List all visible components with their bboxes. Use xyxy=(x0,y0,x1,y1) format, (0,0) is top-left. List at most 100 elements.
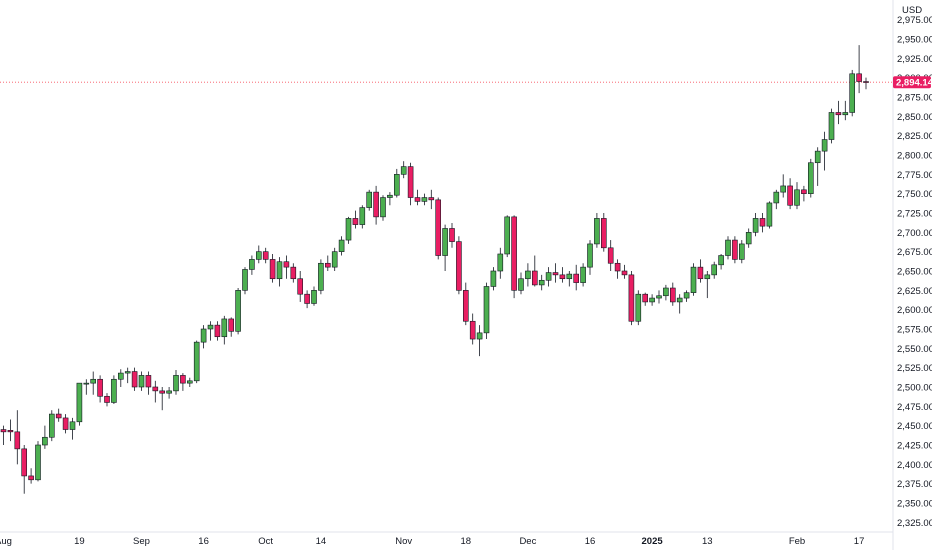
candle-body-down xyxy=(407,166,414,198)
candle xyxy=(69,417,76,440)
candle-body-up xyxy=(249,259,255,270)
price-axis-label: 2,950.000 xyxy=(897,35,932,46)
candle xyxy=(456,236,462,295)
price-axis-label: 2,725.000 xyxy=(897,209,932,220)
candle xyxy=(76,382,83,426)
time-axis-label: 16 xyxy=(585,536,596,547)
candle xyxy=(849,69,856,117)
candle-body-up xyxy=(814,150,821,164)
candle-body-up xyxy=(421,197,428,202)
candle-body-down xyxy=(97,378,103,397)
candle-body-down xyxy=(152,386,159,392)
candle xyxy=(145,371,152,395)
candle-body-up xyxy=(90,378,96,384)
candle-body-up xyxy=(111,378,117,403)
candle xyxy=(200,325,207,349)
candle-body-down xyxy=(469,320,476,340)
time-axis[interactable]: Aug 19 Sep 16 Oct 14 Nov 18 Dec 16 2025 13 Feb 17 xyxy=(0,531,893,547)
candle-body-up xyxy=(48,413,55,438)
price-axis[interactable]: USD 2,325.000 2,350.000 2,375.000 2,400.000… xyxy=(892,0,932,550)
candle xyxy=(104,393,110,407)
candle-body-up xyxy=(338,239,345,252)
candle-body-down xyxy=(55,413,62,419)
candle-body-down xyxy=(28,475,34,481)
candle xyxy=(649,294,655,306)
candle xyxy=(400,161,407,179)
price-axis-label: 2,975.000 xyxy=(897,15,932,26)
candle xyxy=(518,272,524,295)
candle-body-down xyxy=(511,216,517,291)
candle-body-down xyxy=(449,228,455,242)
candle xyxy=(187,377,193,387)
price-axis-label: 2,750.000 xyxy=(897,189,932,200)
candle xyxy=(573,264,580,291)
candle-body-down xyxy=(269,259,276,280)
candle xyxy=(545,267,552,287)
candle-body-down xyxy=(304,293,310,304)
candle-body-up xyxy=(442,228,448,256)
time-axis-label: 14 xyxy=(316,536,327,547)
time-axis-label: Oct xyxy=(258,536,273,547)
price-axis-label: 2,425.000 xyxy=(897,441,932,452)
candle xyxy=(835,100,842,125)
candle-body-up xyxy=(663,287,669,297)
candle-body-up xyxy=(594,218,600,245)
candle xyxy=(228,317,234,337)
candle xyxy=(801,185,807,202)
candle xyxy=(193,340,200,384)
candle-body-down xyxy=(21,448,28,477)
candle-body-up xyxy=(173,375,179,392)
candle xyxy=(387,192,393,206)
candle-body-up xyxy=(76,382,83,423)
candle xyxy=(297,271,304,302)
candle-body-up xyxy=(276,261,283,280)
candle xyxy=(55,408,62,422)
candle xyxy=(821,131,828,171)
price-axis-label: 2,650.000 xyxy=(897,267,932,278)
candle-body-up xyxy=(331,251,338,268)
candle-body-up xyxy=(221,318,228,338)
candle xyxy=(138,371,145,391)
candle-body-down xyxy=(559,274,566,280)
candle xyxy=(683,290,690,302)
candle-body-up xyxy=(476,332,483,340)
candle-body-down xyxy=(145,375,152,388)
candle-body-up xyxy=(83,382,90,385)
candle-body-down xyxy=(352,218,359,225)
candle xyxy=(738,240,745,264)
time-axis-label: 2025 xyxy=(642,536,664,547)
price-axis-label: 2,775.000 xyxy=(897,170,932,181)
candle xyxy=(635,290,642,326)
candle xyxy=(221,315,228,345)
candle-body-up xyxy=(580,266,586,283)
candle-body-up xyxy=(718,255,724,266)
candle-body-up xyxy=(255,251,262,260)
candle-body-up xyxy=(587,243,593,268)
candle xyxy=(759,213,766,233)
candle xyxy=(331,247,338,271)
candle xyxy=(62,414,69,434)
candle xyxy=(14,410,21,465)
candle-body-down xyxy=(732,239,738,260)
candle-body-down xyxy=(14,431,21,450)
price-axis-label: 2,825.000 xyxy=(897,131,932,142)
candle xyxy=(393,168,400,198)
candle xyxy=(449,223,455,248)
candle-body-down xyxy=(462,290,469,322)
time-axis-label: Dec xyxy=(519,536,536,547)
price-axis-label: 2,625.000 xyxy=(897,286,932,297)
last-price-value: 2,894.146 xyxy=(896,78,932,89)
candle-body-up xyxy=(842,112,849,116)
candle xyxy=(124,367,131,384)
candle xyxy=(559,267,566,283)
candle-body-down xyxy=(283,261,290,268)
candle xyxy=(359,205,366,229)
candle-body-up xyxy=(387,194,393,198)
candle-body-up xyxy=(518,278,524,291)
time-axis-label: Nov xyxy=(395,536,412,547)
candle xyxy=(311,286,317,306)
candle-body-up xyxy=(649,297,655,303)
price-axis-label: 2,500.000 xyxy=(897,383,932,394)
